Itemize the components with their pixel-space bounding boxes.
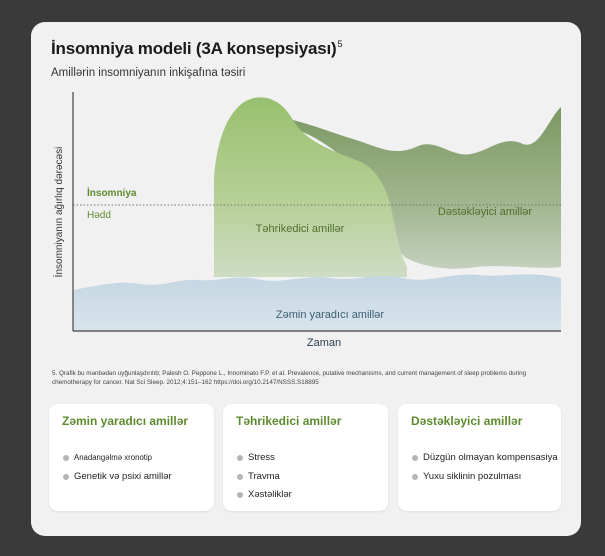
perpetuating-list: Düzgün olmayan kompensasiya Yuxu siklini… — [412, 449, 558, 486]
title-footnote-ref: 5 — [337, 39, 343, 49]
list-item: Yuxu siklinin pozulması — [412, 468, 558, 487]
perpetuating-box-title: Dəstəkləyici amillər — [411, 414, 523, 428]
predisposing-area — [73, 274, 561, 331]
predisposing-label: Zəmin yaradıcı amillər — [276, 309, 385, 321]
list-item: Genetik və psixi amillər — [63, 468, 172, 487]
source-footnote: 5. Qrafik bu mənbədən uyğunlaşdırılıb: P… — [52, 370, 527, 386]
list-item: Düzgün olmayan kompensasiya — [412, 449, 558, 468]
predisposing-box: Zəmin yaradıcı amillər Anadangəlmə xrono… — [49, 404, 214, 511]
precipitating-label: Təhrikedici amillər — [256, 223, 345, 235]
list-item: Travma — [237, 468, 292, 487]
threshold-label-limit: Hədd — [87, 210, 111, 221]
insomnia-diagram: İnsomniyanın ağırlıq dərəcəsi Zaman İnso… — [52, 92, 561, 349]
list-item: Stress — [237, 449, 292, 468]
perpetuating-box: Dəstəkləyici amillər Düzgün olmayan komp… — [398, 404, 561, 511]
precipitating-box: Təhrikedici amillər Stress Travma Xəstəl… — [223, 404, 388, 511]
threshold-label-insomnia: İnsomniya — [87, 186, 137, 199]
x-axis-label: Zaman — [307, 337, 341, 349]
page-title: İnsomniya modeli (3A konsepsiyası)5 — [51, 39, 342, 59]
title-text: İnsomniya modeli (3A konsepsiyası) — [51, 39, 337, 58]
predisposing-list: Anadangəlmə xronotip Genetik və psixi am… — [63, 449, 172, 486]
precipitating-area — [214, 97, 407, 277]
predisposing-box-title: Zəmin yaradıcı amillər — [62, 414, 189, 428]
list-item: Xəstəliklər — [237, 486, 292, 505]
perpetuating-area — [293, 107, 561, 269]
y-axis-label: İnsomniyanın ağırlıq dərəcəsi — [52, 147, 65, 278]
perpetuating-label: Dəstəkləyici amillər — [438, 206, 532, 218]
list-item: Anadangəlmə xronotip — [63, 449, 172, 468]
subtitle: Amillərin insomniyanın inkişafına təsiri — [51, 67, 246, 79]
precipitating-list: Stress Travma Xəstəliklər — [237, 449, 292, 505]
infographic-card: İnsomniya modeli (3A konsepsiyası)5 Amil… — [31, 22, 581, 536]
precipitating-box-title: Təhrikedici amillər — [236, 414, 342, 428]
